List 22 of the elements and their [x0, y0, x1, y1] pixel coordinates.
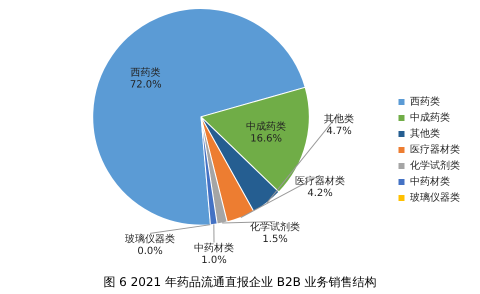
- legend-label: 玻璃仪器类: [410, 192, 460, 204]
- data-label: 1.0%: [201, 255, 227, 266]
- data-label: 72.0%: [130, 79, 162, 90]
- slice-label: 中药材类: [194, 242, 234, 254]
- legend-label: 医疗器材类: [410, 144, 460, 156]
- slice-label: 医疗器材类: [295, 174, 346, 187]
- legend-label: 西药类: [410, 96, 440, 108]
- legend-label: 化学试剂类: [410, 160, 460, 172]
- data-label: 16.6%: [250, 134, 282, 145]
- slice-label: 化学试剂类: [250, 221, 300, 234]
- legend-label: 中药材类: [410, 176, 450, 188]
- data-label: 4.7%: [326, 126, 352, 138]
- data-label: 4.2%: [307, 188, 333, 199]
- slice-label: 西药类: [130, 66, 161, 78]
- category-label: 玻璃仪器类: [125, 234, 176, 245]
- slice-label: 其他类: [324, 113, 354, 126]
- data-label: 1.5%: [262, 234, 288, 246]
- slice-label: 中成药类: [246, 120, 286, 133]
- text: 0.0%: [137, 246, 163, 257]
- text: 图 6 2021 年药品流通直报企业 B2B 业务销售结构: [103, 274, 377, 289]
- legend-label: 中成药类: [410, 112, 450, 124]
- legend-label: 其他类: [410, 128, 440, 140]
